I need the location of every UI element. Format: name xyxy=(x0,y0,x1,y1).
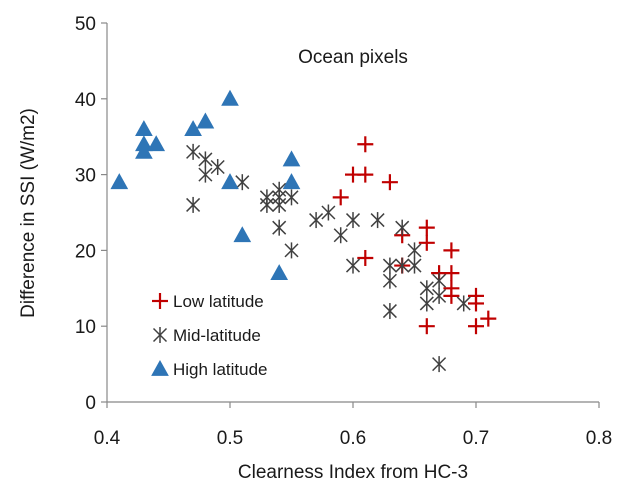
mid-latitude-point xyxy=(198,151,213,168)
mid-latitude-point xyxy=(333,227,348,244)
low-latitude-point xyxy=(443,265,460,282)
high-latitude-point xyxy=(110,173,129,190)
high-latitude-point xyxy=(147,135,166,152)
y-tick-label: 40 xyxy=(75,90,96,111)
mid-latitude-point xyxy=(345,257,361,274)
mid-latitude-point xyxy=(284,242,299,259)
mid-latitude-point xyxy=(210,159,225,176)
mid-latitude-point xyxy=(432,287,447,304)
mid-latitude-point xyxy=(259,196,274,213)
legend-item-mid-latitude: Mid-latitude xyxy=(152,326,261,345)
low-latitude-point xyxy=(357,249,374,266)
mid-latitude-point xyxy=(272,219,287,236)
low-latitude-point xyxy=(418,219,435,236)
low-latitude-point xyxy=(468,295,484,312)
legend: Low latitude Mid-latitude High latitude xyxy=(151,292,268,379)
mid-latitude-point xyxy=(382,272,397,289)
y-tick-label: 10 xyxy=(75,317,96,338)
low-latitude-point xyxy=(443,287,460,304)
mid-latitude-point xyxy=(395,219,410,236)
mid-latitude-point xyxy=(235,174,250,191)
x-tick-label: 0.5 xyxy=(217,428,243,449)
high-latitude-point xyxy=(221,173,239,190)
mid-latitude-point xyxy=(407,257,422,274)
high-latitude-point xyxy=(135,120,153,137)
mid-latitude-point xyxy=(419,280,434,297)
y-tick-label: 20 xyxy=(75,241,96,262)
high-latitude-point xyxy=(221,89,239,106)
x-tick-label: 0.8 xyxy=(586,428,612,449)
low-latitude-point xyxy=(480,310,497,327)
legend-label-low-latitude: Low latitude xyxy=(173,292,264,311)
mid-latitude-point xyxy=(186,196,201,213)
x-tick-label: 0.6 xyxy=(340,428,366,449)
mid-latitude-point xyxy=(198,166,213,183)
low-latitude-point xyxy=(357,136,374,153)
high-latitude-point xyxy=(282,150,301,167)
high-latitude-point xyxy=(282,173,301,190)
legend-label-high-latitude: High latitude xyxy=(173,360,268,379)
mid-latitude-point xyxy=(456,295,471,312)
x-tick-label: 0.7 xyxy=(463,428,489,449)
legend-item-high-latitude: High latitude xyxy=(151,359,268,379)
y-tick-label: 30 xyxy=(75,166,96,187)
low-latitude-point xyxy=(468,318,484,335)
low-latitude-point xyxy=(332,189,349,206)
mid-latitude-point xyxy=(284,189,299,206)
low-latitude-point xyxy=(418,318,435,335)
legend-item-low-latitude: Low latitude xyxy=(152,292,264,311)
tick-labels: 0 10 20 30 40 50 0.4 0.5 0.6 0.7 0.8 xyxy=(75,14,612,449)
legend-marker-high-latitude xyxy=(151,359,169,376)
low-latitude-point xyxy=(357,166,374,183)
mid-latitude-point xyxy=(345,212,361,229)
mid-latitude-point xyxy=(272,196,287,213)
low-latitude-point xyxy=(443,242,460,259)
x-axis-title: Clearness Index from HC-3 xyxy=(238,462,468,483)
mid-latitude-point xyxy=(419,295,434,312)
mid-latitude-point xyxy=(432,272,447,289)
y-tick-label: 0 xyxy=(85,393,96,414)
x-tick-label: 0.4 xyxy=(94,428,121,449)
high-latitude-point xyxy=(196,112,215,129)
high-latitude-point xyxy=(233,226,252,243)
mid-latitude-point xyxy=(395,257,410,274)
mid-latitude-point xyxy=(382,303,397,320)
mid-latitude-point xyxy=(382,257,397,274)
high-latitude-point xyxy=(270,264,289,281)
legend-label-mid-latitude: Mid-latitude xyxy=(173,326,261,345)
mid-latitude-point xyxy=(186,143,201,160)
mid-latitude-point xyxy=(370,212,385,229)
low-latitude-point xyxy=(418,234,435,251)
mid-latitude-point xyxy=(407,242,422,259)
data-points xyxy=(110,89,497,373)
low-latitude-point xyxy=(381,174,398,191)
y-axis-title: Difference in SSI (W/m2) xyxy=(18,108,39,318)
mid-latitude-point xyxy=(321,204,336,221)
legend-marker-mid-latitude xyxy=(152,327,168,343)
axes xyxy=(101,22,600,408)
mid-latitude-point xyxy=(432,356,447,373)
y-tick-label: 50 xyxy=(75,14,96,35)
mid-latitude-point xyxy=(309,212,324,229)
chart-annotation: Ocean pixels xyxy=(298,47,408,68)
legend-marker-low-latitude xyxy=(152,293,168,309)
